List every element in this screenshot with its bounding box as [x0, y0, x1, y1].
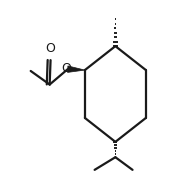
Text: O: O	[45, 42, 55, 55]
Polygon shape	[68, 66, 85, 72]
Text: O: O	[61, 62, 71, 75]
